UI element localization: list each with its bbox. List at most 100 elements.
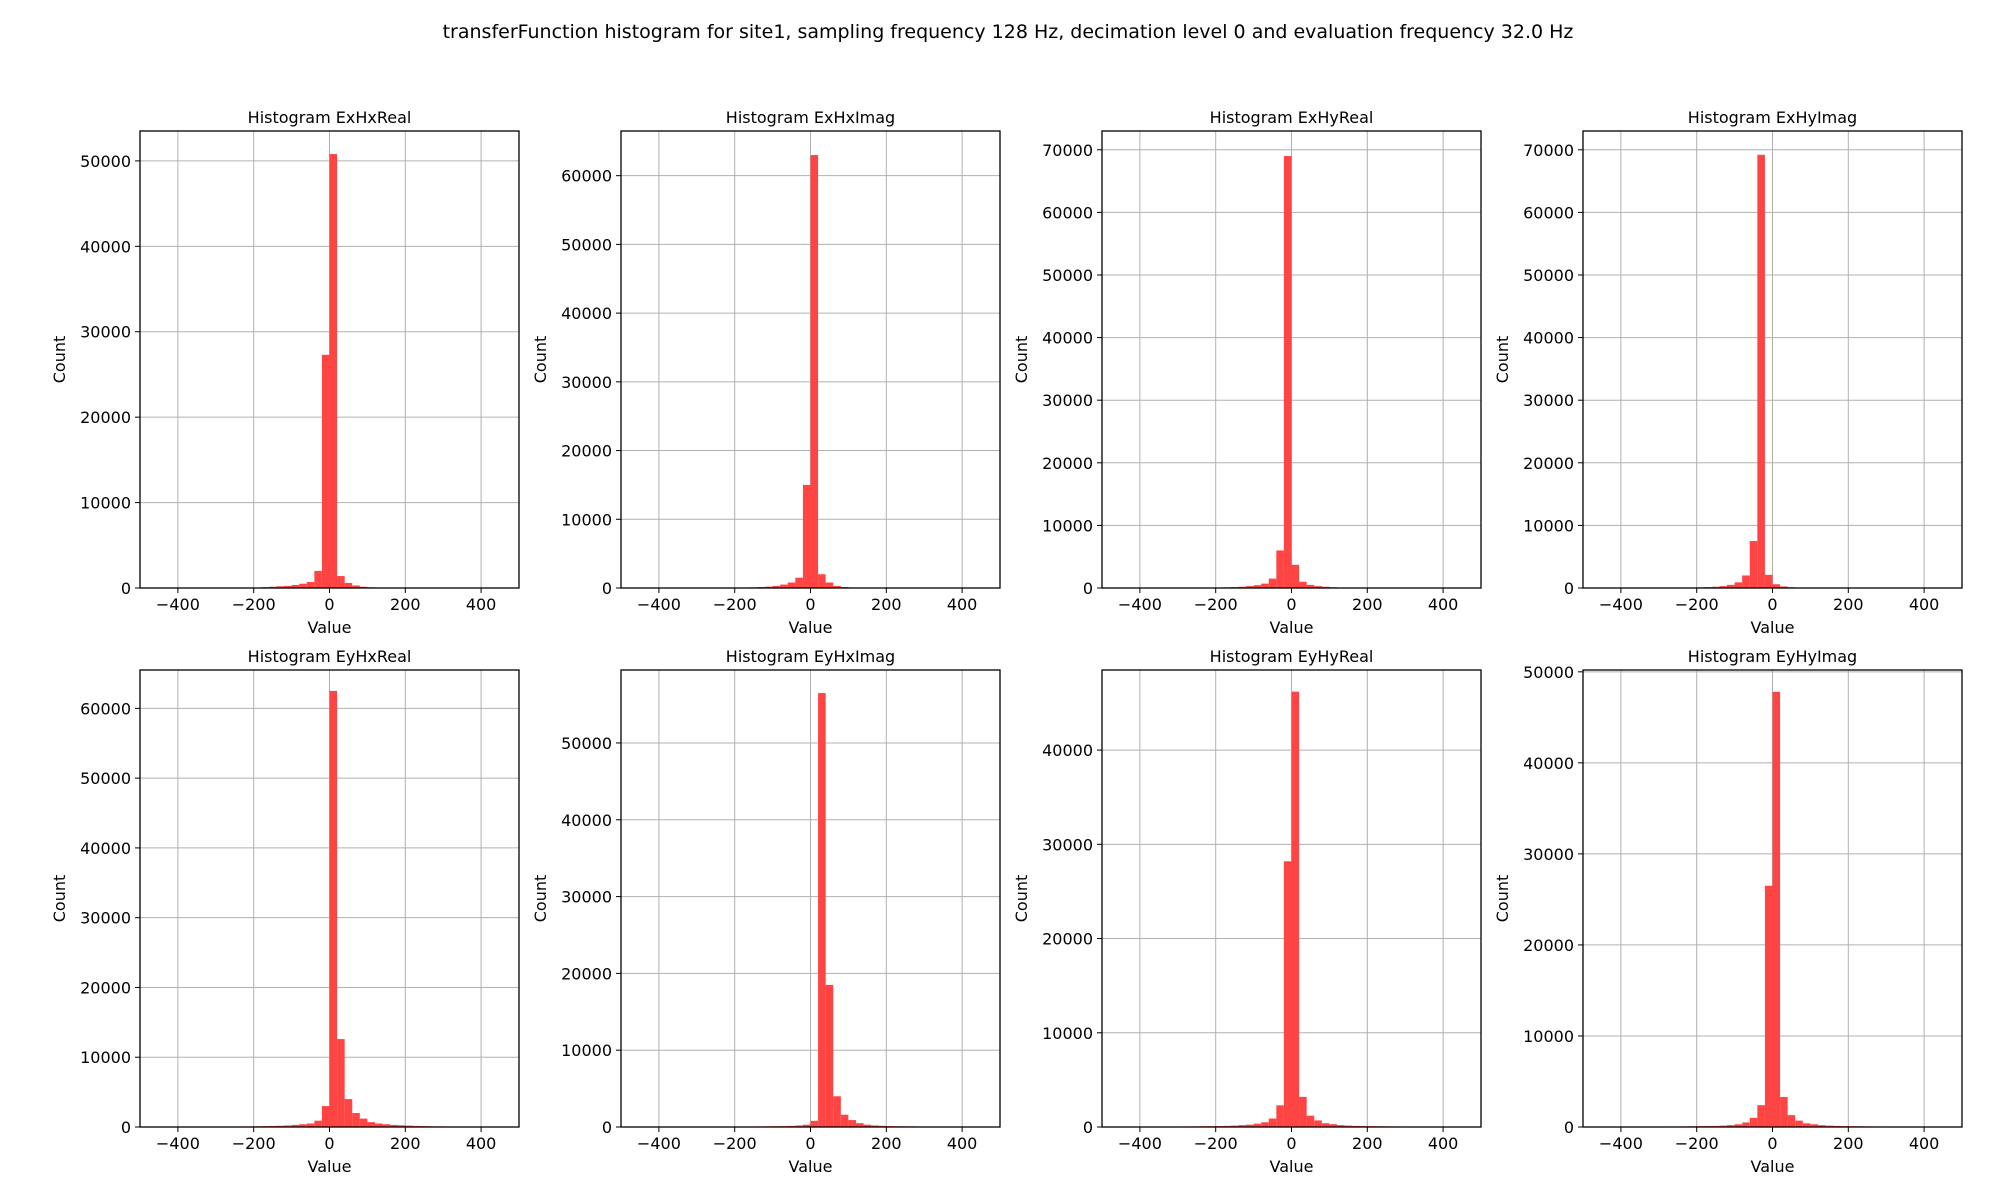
x-tick-label: 0 — [805, 1134, 815, 1153]
y-tick-label: 70000 — [1523, 141, 1574, 160]
x-tick-label: 400 — [947, 1134, 978, 1153]
y-tick-label: 20000 — [1042, 454, 1093, 473]
x-tick-label: 400 — [1428, 1134, 1459, 1153]
histogram-bar — [1765, 575, 1773, 588]
x-tick-label: 400 — [947, 595, 978, 614]
subplot-title: Histogram ExHxReal — [248, 108, 412, 127]
y-tick-label: 10000 — [80, 494, 131, 513]
x-axis-label: Value — [308, 618, 352, 637]
histogram-bar — [1773, 692, 1781, 1127]
y-tick-label: 30000 — [1042, 391, 1093, 410]
histogram-bar — [818, 574, 826, 588]
y-tick-label: 0 — [1083, 579, 1093, 598]
x-tick-label: −200 — [1675, 595, 1719, 614]
y-tick-label: 70000 — [1042, 141, 1093, 160]
histogram-bar — [1750, 1118, 1758, 1127]
histogram-bar — [360, 1119, 368, 1127]
y-tick-label: 40000 — [80, 237, 131, 256]
histogram-bar — [337, 576, 345, 588]
x-tick-label: 0 — [1286, 595, 1296, 614]
y-tick-label: 0 — [602, 1118, 612, 1137]
histogram-bar — [795, 578, 803, 588]
subplot-title: Histogram EyHyImag — [1688, 647, 1857, 666]
histogram-bar — [1292, 565, 1300, 588]
x-tick-label: 0 — [324, 1134, 334, 1153]
histogram-bar — [826, 583, 834, 588]
subplot-title: Histogram EyHyReal — [1210, 647, 1374, 666]
histogram-bar — [818, 693, 826, 1127]
histogram-bar — [1269, 1119, 1277, 1127]
histogram-bar — [367, 1122, 375, 1127]
x-axis-label: Value — [1751, 618, 1795, 637]
x-tick-label: −200 — [232, 595, 276, 614]
x-tick-label: −400 — [1118, 1134, 1162, 1153]
y-tick-label: 30000 — [80, 909, 131, 928]
histogram-bar — [330, 154, 338, 588]
x-tick-label: −200 — [1675, 1134, 1719, 1153]
y-tick-label: 20000 — [80, 408, 131, 427]
histogram-bar — [1780, 1097, 1788, 1127]
y-tick-label: 30000 — [561, 888, 612, 907]
y-tick-label: 60000 — [561, 167, 612, 186]
subplot-title: Histogram EyHxImag — [726, 647, 895, 666]
histogram-bar — [833, 1096, 841, 1127]
histogram-bar — [322, 355, 330, 588]
y-tick-label: 20000 — [80, 978, 131, 997]
y-tick-label: 40000 — [1042, 741, 1093, 760]
x-tick-label: −400 — [1599, 595, 1643, 614]
y-tick-label: 50000 — [1523, 663, 1574, 682]
x-tick-label: 400 — [1428, 595, 1459, 614]
histogram-bar — [811, 155, 819, 588]
y-tick-label: 50000 — [561, 734, 612, 753]
y-tick-label: 50000 — [1523, 266, 1574, 285]
y-tick-label: 10000 — [1523, 1027, 1574, 1046]
x-axis-label: Value — [1270, 618, 1314, 637]
x-tick-label: 200 — [1833, 595, 1864, 614]
histogram-bar — [322, 1106, 330, 1127]
x-tick-label: −200 — [713, 595, 757, 614]
y-tick-label: 0 — [602, 579, 612, 598]
x-tick-label: −200 — [1194, 1134, 1238, 1153]
x-tick-label: 200 — [1352, 595, 1383, 614]
y-tick-label: 50000 — [80, 152, 131, 171]
x-tick-label: 200 — [390, 1134, 421, 1153]
y-tick-label: 30000 — [1523, 391, 1574, 410]
y-tick-label: 40000 — [80, 839, 131, 858]
y-axis-label: Count — [50, 336, 69, 384]
histogram-bar — [307, 582, 315, 588]
subplot-title: Histogram ExHyImag — [1688, 108, 1857, 127]
y-tick-label: 30000 — [1042, 835, 1093, 854]
y-tick-label: 0 — [121, 1118, 131, 1137]
y-tick-label: 20000 — [1523, 936, 1574, 955]
histogram-bar — [1742, 1122, 1750, 1127]
histogram-bar — [1795, 1121, 1803, 1127]
histogram-bar — [848, 1120, 856, 1127]
y-tick-label: 30000 — [1523, 845, 1574, 864]
y-tick-label: 10000 — [561, 1041, 612, 1060]
y-tick-label: 20000 — [561, 442, 612, 461]
y-tick-label: 0 — [1564, 1118, 1574, 1137]
x-tick-label: −400 — [1599, 1134, 1643, 1153]
histogram-bar — [841, 1115, 849, 1127]
y-tick-label: 30000 — [561, 373, 612, 392]
histogram-bar — [788, 583, 796, 588]
y-tick-label: 40000 — [561, 811, 612, 830]
histogram-bar — [352, 1113, 360, 1127]
y-tick-label: 50000 — [561, 235, 612, 254]
x-tick-label: 200 — [871, 1134, 902, 1153]
figure-title: transferFunction histogram for site1, sa… — [443, 21, 1574, 43]
x-tick-label: −400 — [637, 1134, 681, 1153]
x-tick-label: 0 — [324, 595, 334, 614]
histogram-bar — [1299, 1097, 1307, 1127]
x-tick-label: 400 — [466, 595, 497, 614]
